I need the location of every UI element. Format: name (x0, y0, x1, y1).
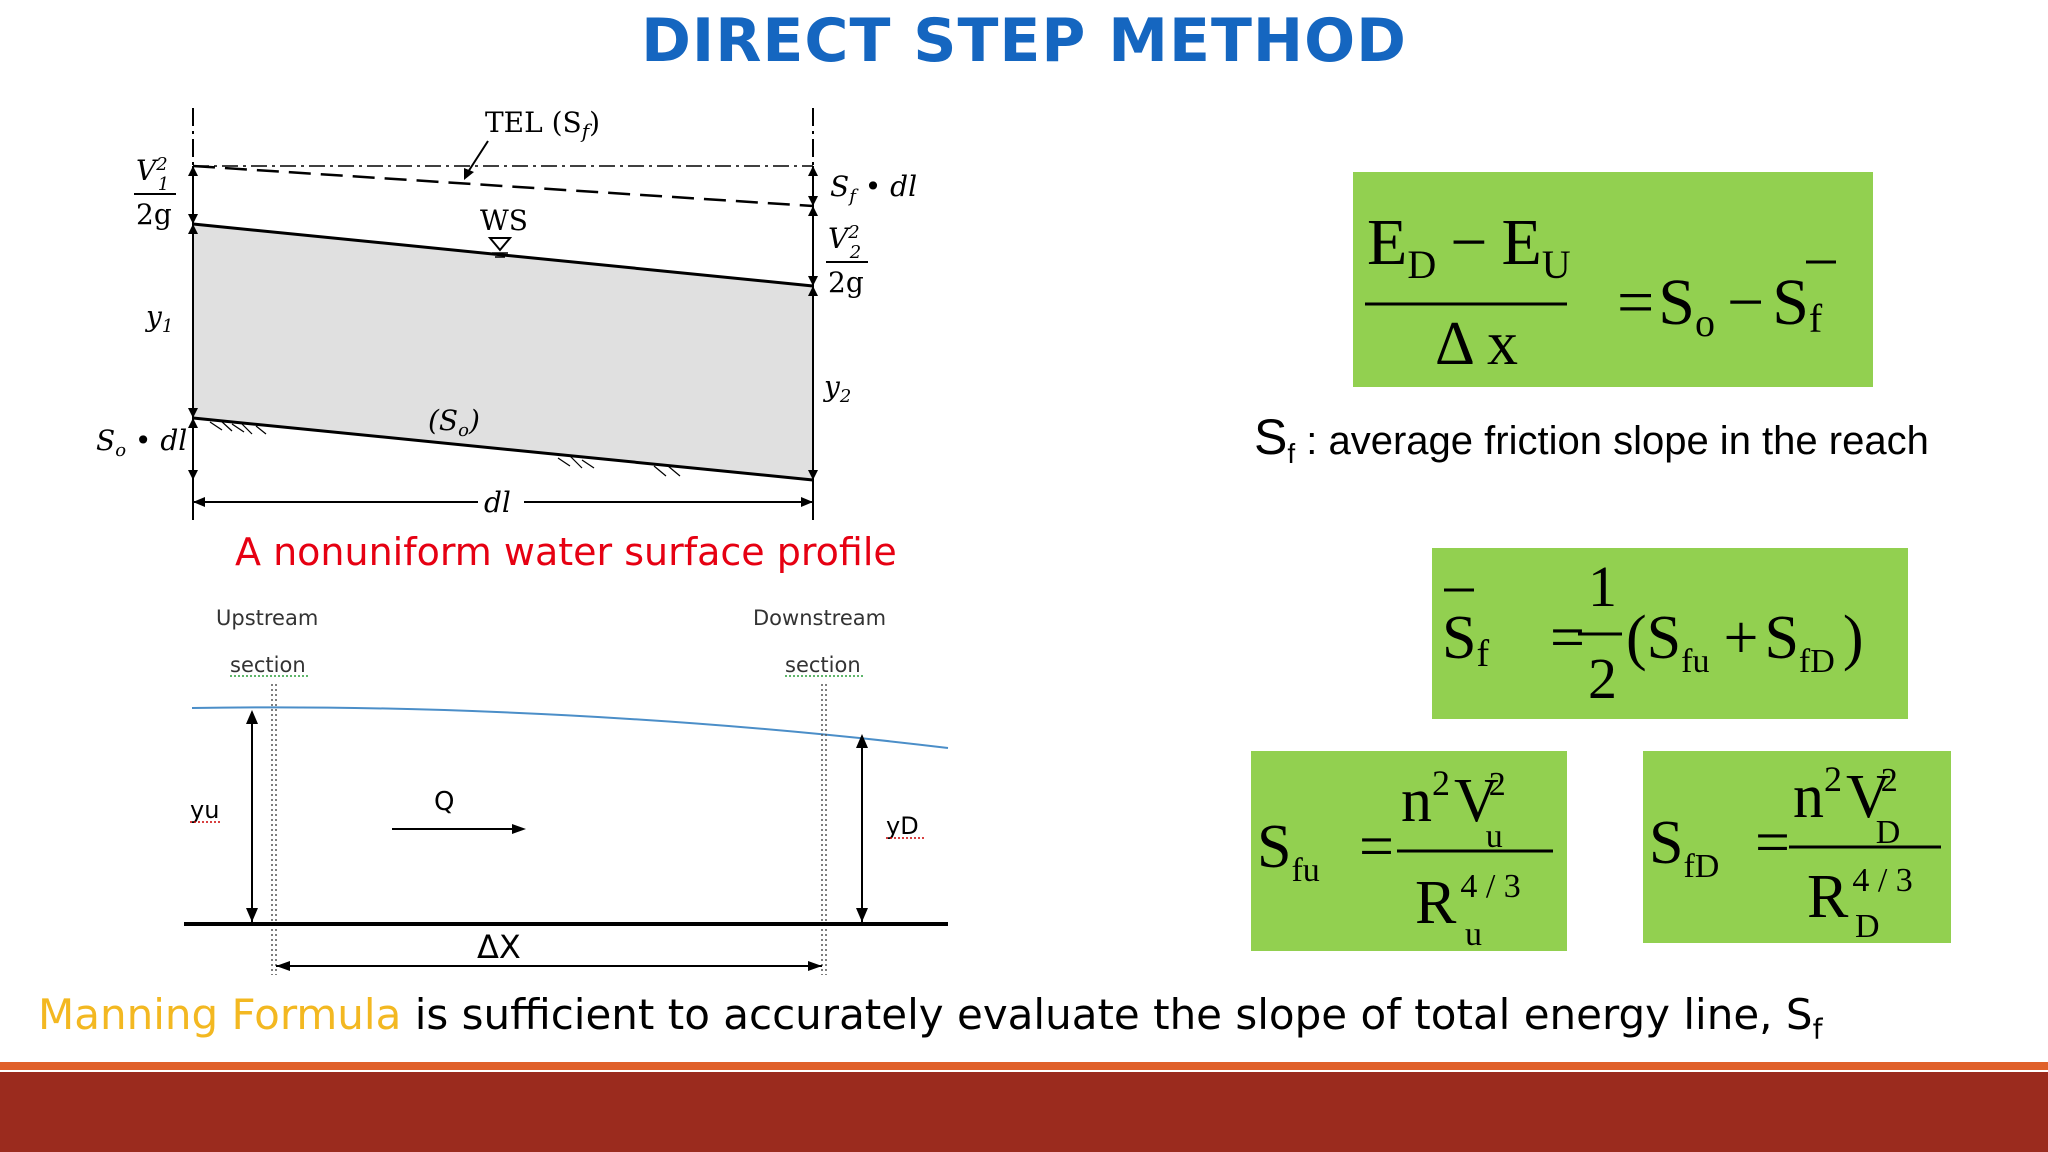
svg-text:=: = (1359, 813, 1394, 881)
v2-label: V2 2 (828, 222, 861, 263)
water-body (193, 224, 813, 480)
svg-text:R4 / 3: R4 / 3 (1807, 862, 1913, 931)
y1-label: y1 (144, 300, 173, 337)
svg-text:(Sfu+SfD): (Sfu +SfD) (1626, 604, 1863, 680)
upstream-label: Upstream (216, 606, 318, 630)
ws-label: WS (480, 204, 528, 237)
footer-stripe (0, 1062, 2048, 1070)
ws-triangle-icon (487, 237, 513, 252)
yd-label: yD (886, 812, 919, 840)
average-slope-equation-box: Sf = 1 2 (Sfu +SfD) (1432, 548, 1908, 719)
svg-text:1: 1 (1588, 554, 1617, 619)
v1-denominator: 2g (136, 198, 172, 231)
v1-label: V2 1 (136, 154, 169, 195)
bottom-statement: Manning Formula is sufficient to accurat… (38, 990, 1823, 1046)
sf-dl-label: Sf • dl (830, 170, 917, 207)
svg-text:=: = (1550, 604, 1585, 672)
manning-formula-highlight: Manning Formula (38, 990, 402, 1039)
v2-denominator: 2g (828, 266, 864, 299)
upstream-section-label: section (230, 653, 306, 677)
so-label: (So) (428, 404, 480, 441)
downstream-label: Downstream (753, 606, 886, 630)
svg-text:=So−Sf: =So − Sf (1617, 266, 1823, 345)
water-surface-line (192, 222, 814, 288)
svg-text:u: u (1465, 916, 1482, 951)
figure-caption: A nonuniform water surface profile (235, 530, 897, 574)
svg-text:=: = (1755, 809, 1790, 877)
svg-text:Δ x: Δ x (1435, 310, 1518, 378)
step-section-diagram: Upstream section Downstream section yu y… (184, 606, 949, 975)
delta-x-label: ΔX (477, 928, 521, 966)
flow-q-label: Q (434, 787, 454, 817)
yu-label: yu (190, 796, 219, 824)
svg-text:Sf: Sf (1442, 604, 1489, 675)
slide-title: DIRECT STEP METHOD (641, 6, 1407, 76)
energy-equation-box: ED − EU Δ x =So − Sf (1353, 172, 1873, 387)
footer-bar (0, 1072, 2048, 1152)
tel-leader (467, 140, 489, 173)
tel-line (192, 164, 814, 208)
water-profile-diagram: TEL (Sf) WS V2 1 2g V2 2 2g Sf • dl y1 y2 … (96, 106, 917, 520)
so-dl-label: So • dl (96, 424, 187, 461)
sf-definition: Sf : average friction slope in the reach (1254, 409, 1929, 469)
y2-label: y2 (822, 370, 851, 407)
svg-text:SfD: SfD (1649, 809, 1719, 885)
svg-text:2: 2 (1588, 646, 1617, 711)
water-surface-curve (191, 706, 949, 749)
svg-text:Sfu: Sfu (1257, 813, 1320, 889)
svg-text:ED−EU: ED − EU (1367, 206, 1571, 287)
tel-label: TEL (Sf) (485, 106, 600, 143)
svg-text:D: D (1855, 908, 1880, 943)
channel-bed-line (192, 416, 814, 482)
downstream-section-label: section (785, 653, 861, 677)
svg-text:R4 / 3: R4 / 3 (1415, 868, 1521, 937)
dl-label: dl (484, 486, 511, 519)
